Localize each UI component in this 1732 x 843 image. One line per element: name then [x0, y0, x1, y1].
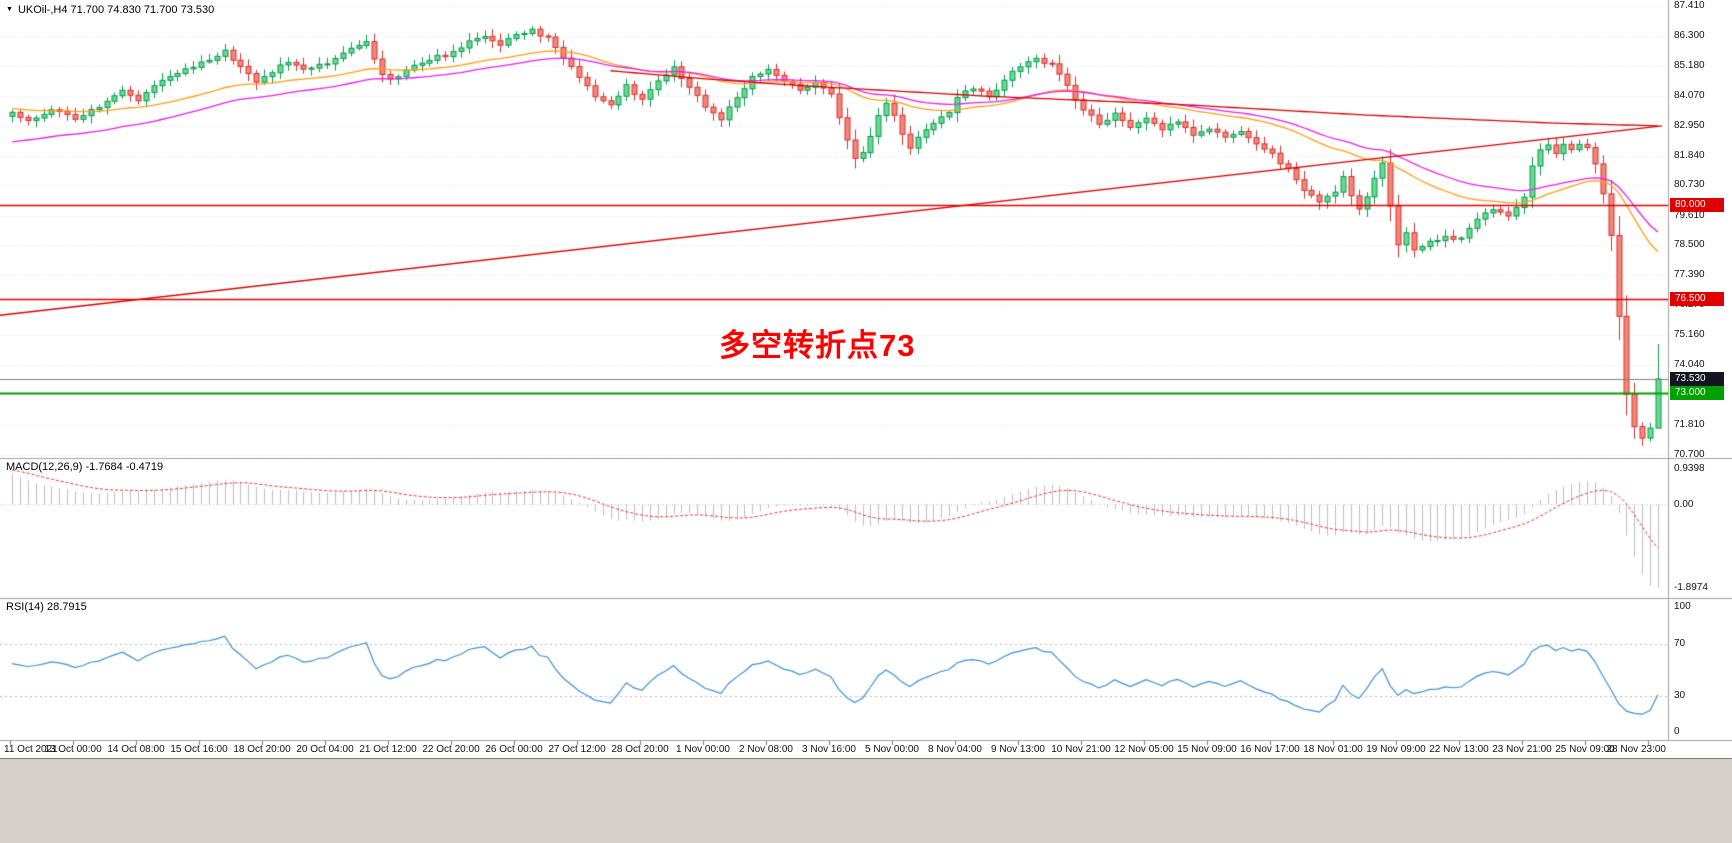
- time-axis-label: 8 Nov 04:00: [928, 744, 982, 755]
- time-axis-label: 2 Nov 08:00: [739, 744, 793, 755]
- time-axis-label: 18 Oct 20:00: [233, 744, 291, 755]
- time-axis-label: 23 Nov 21:00: [1492, 744, 1552, 755]
- symbol-dropdown-icon[interactable]: ▼: [6, 5, 13, 13]
- price-axis-label: 77.390: [1674, 269, 1705, 281]
- price-axis-label: 82.950: [1674, 119, 1705, 131]
- time-axis-label: 9 Nov 13:00: [991, 744, 1045, 755]
- time-axis-label: 28 Oct 20:00: [611, 744, 669, 755]
- rsi-axis: 100 70 30 0: [1674, 0, 1732, 740]
- rsi-axis-label: 70: [1674, 638, 1686, 650]
- price-level-badge: 73.000: [1670, 386, 1724, 401]
- rsi-indicator-label: RSI(14) 28.7915: [6, 601, 87, 613]
- chart-title: ▼ UKOil-,H4 71.700 74.830 71.700 73.530: [6, 4, 214, 16]
- price-axis-label: 74.040: [1674, 359, 1705, 371]
- time-axis-label: 22 Nov 13:00: [1429, 744, 1489, 755]
- rsi-axis-label: 0: [1674, 726, 1680, 737]
- time-axis[interactable]: 11 Oct 2021 13 Oct 00:00 14 Oct 08:00 15 Oc…: [0, 0, 1732, 758]
- price-axis-label: 70.700: [1674, 449, 1705, 460]
- time-axis-label: 13 Oct 00:00: [44, 744, 102, 755]
- time-axis-label: 20 Oct 04:00: [296, 744, 354, 755]
- price-level-badge: 76.500: [1670, 292, 1724, 307]
- time-axis-label: 15 Oct 16:00: [170, 744, 228, 755]
- macd-axis: 0.9398 0.00 -1.8974: [1674, 0, 1732, 740]
- time-axis-label: 26 Oct 00:00: [485, 744, 543, 755]
- macd-axis-label: 0.00: [1674, 498, 1694, 510]
- time-axis-label: 3 Nov 16:00: [802, 744, 856, 755]
- time-axis-label: 19 Nov 09:00: [1366, 744, 1426, 755]
- rsi-axis-label: 100: [1674, 601, 1691, 612]
- time-axis-label: 12 Nov 05:00: [1114, 744, 1174, 755]
- price-axis-label: 75.160: [1674, 329, 1705, 341]
- time-axis-label: 21 Oct 12:00: [359, 744, 417, 755]
- price-axis-label: 71.810: [1674, 419, 1705, 431]
- price-axis[interactable]: 87.410 86.300 85.180 84.070 82.950 81.840 80.7…: [1669, 0, 1732, 740]
- price-axis-label: 87.410: [1674, 0, 1705, 11]
- price-level-badge: 80.000: [1670, 198, 1724, 213]
- chart-ohlc-text: UKOil-,H4 71.700 74.830 71.700 73.530: [17, 4, 215, 16]
- time-axis-label: 18 Nov 01:00: [1303, 744, 1363, 755]
- price-axis-label: 85.180: [1674, 59, 1705, 71]
- annotation-text[interactable]: 多空转折点73: [719, 328, 916, 363]
- price-axis-label: 81.840: [1674, 149, 1705, 161]
- time-axis-label: 14 Oct 08:00: [107, 744, 165, 755]
- price-level-badge: 73.530: [1670, 371, 1724, 386]
- macd-indicator-label: MACD(12,26,9) -1.7684 -0.4719: [6, 461, 164, 473]
- time-axis-label: 16 Nov 17:00: [1240, 744, 1300, 755]
- price-axis-label: 86.300: [1674, 29, 1705, 41]
- price-axis-label: 84.070: [1674, 89, 1705, 101]
- time-axis-label: 15 Nov 09:00: [1177, 744, 1237, 755]
- time-axis-label: 5 Nov 00:00: [865, 744, 919, 755]
- rsi-axis-label: 30: [1674, 689, 1686, 701]
- macd-axis-label: 0.9398: [1674, 463, 1705, 474]
- time-axis-label: 22 Oct 20:00: [422, 744, 480, 755]
- time-axis-label: 25 Nov 09:00: [1555, 744, 1615, 755]
- price-axis-label: 78.500: [1674, 239, 1705, 251]
- time-axis-label: 27 Oct 12:00: [548, 744, 606, 755]
- time-axis-label: 10 Nov 21:00: [1051, 744, 1111, 755]
- time-axis-label: 11 Oct 2021: [4, 744, 58, 755]
- time-axis-label: 1 Nov 00:00: [676, 744, 730, 755]
- price-axis-label: 80.730: [1674, 179, 1705, 191]
- window-bottom-strip: [0, 758, 1732, 843]
- macd-axis-label: -1.8974: [1674, 582, 1708, 593]
- time-axis-label: 28 Nov 23:00: [1606, 744, 1667, 755]
- price-axis-label: 79.610: [1674, 209, 1705, 221]
